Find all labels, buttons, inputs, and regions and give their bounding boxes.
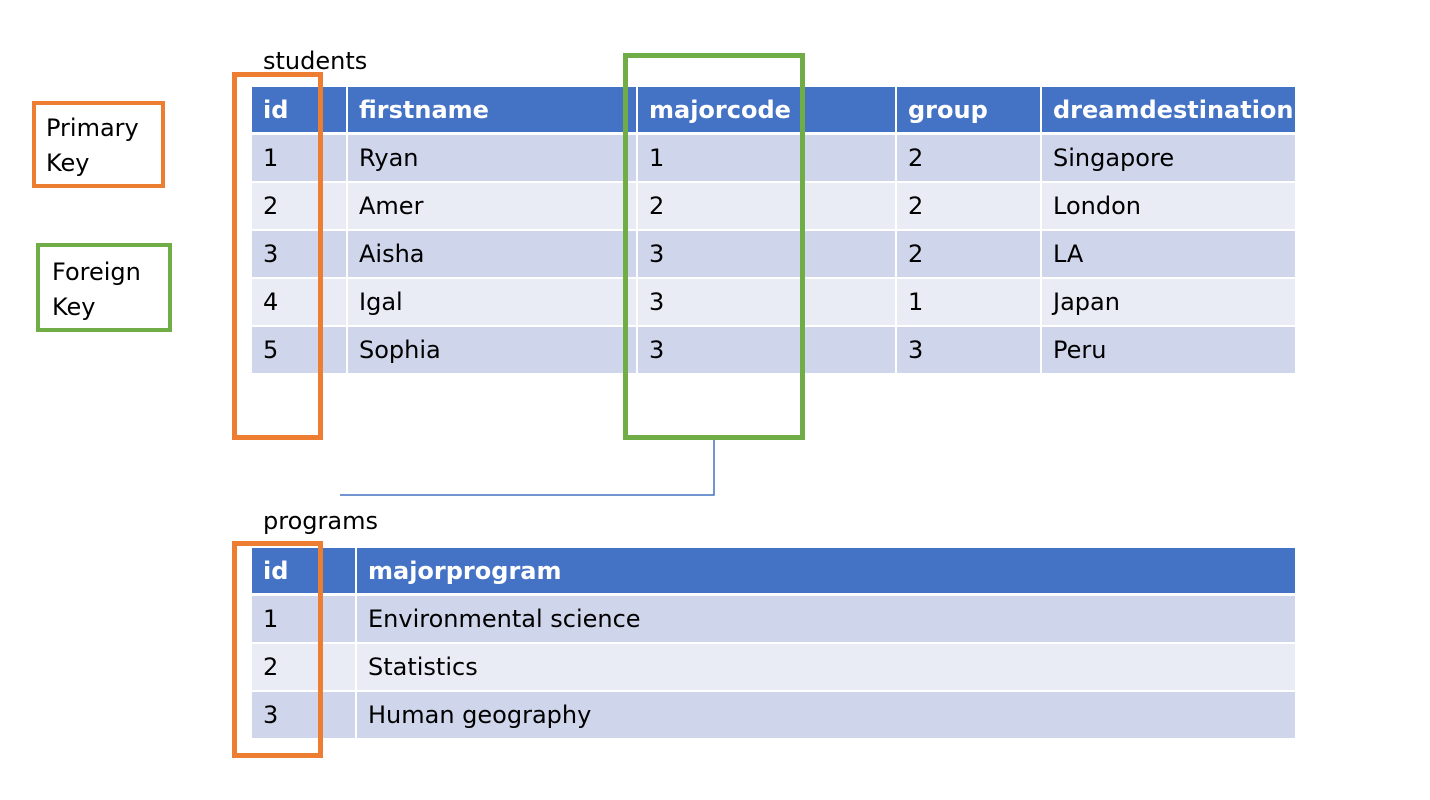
- table-cell: 3: [637, 326, 897, 375]
- table-cell: 1: [896, 278, 1042, 327]
- table-cell: 2: [637, 182, 897, 231]
- table-cell: 3: [252, 230, 348, 279]
- table-row: 2 Amer 2 2 London: [252, 182, 1295, 231]
- students-column-header: firstname: [347, 87, 638, 135]
- table-row: 5 Sophia 3 3 Peru: [252, 326, 1295, 375]
- students-table: id firstname majorcode group dreamdestin…: [252, 87, 1295, 375]
- primary-key-legend-line1: Primary: [46, 114, 139, 142]
- table-cell: LA: [1041, 230, 1295, 279]
- table-cell: 1: [637, 133, 897, 183]
- table-row: 1 Environmental science: [252, 594, 1295, 644]
- table-cell: Amer: [347, 182, 638, 231]
- table-cell: 2: [252, 643, 357, 692]
- table-cell: 3: [896, 326, 1042, 375]
- table-cell: 2: [896, 182, 1042, 231]
- table-row: 2 Statistics: [252, 643, 1295, 692]
- students-column-header: dreamdestination: [1041, 87, 1295, 135]
- table-row: 3 Aisha 3 2 LA: [252, 230, 1295, 279]
- programs-column-header: majorprogram: [356, 548, 1295, 596]
- programs-header-row: id majorprogram: [252, 548, 1295, 596]
- table-cell: 5: [252, 326, 348, 375]
- table-cell: Sophia: [347, 326, 638, 375]
- table-cell: London: [1041, 182, 1295, 231]
- foreign-key-legend: Foreign Key: [36, 243, 172, 332]
- primary-key-legend: Primary Key: [32, 101, 165, 188]
- table-cell: 3: [252, 691, 357, 740]
- foreign-key-legend-line1: Foreign: [52, 258, 141, 286]
- table-cell: Peru: [1041, 326, 1295, 375]
- table-cell: 4: [252, 278, 348, 327]
- table-cell: Japan: [1041, 278, 1295, 327]
- table-cell: 1: [252, 594, 357, 644]
- table-cell: Aisha: [347, 230, 638, 279]
- table-cell: 3: [637, 230, 897, 279]
- table-cell: Singapore: [1041, 133, 1295, 183]
- table-row: 3 Human geography: [252, 691, 1295, 740]
- table-cell: 2: [896, 230, 1042, 279]
- table-cell: Igal: [347, 278, 638, 327]
- table-row: 1 Ryan 1 2 Singapore: [252, 133, 1295, 183]
- students-column-header: id: [252, 87, 348, 135]
- students-column-header: majorcode: [637, 87, 897, 135]
- table-cell: 2: [252, 182, 348, 231]
- table-cell: Ryan: [347, 133, 638, 183]
- connector-line: [340, 437, 715, 496]
- table-cell: 3: [637, 278, 897, 327]
- table-cell: Human geography: [356, 691, 1295, 740]
- table-cell: Environmental science: [356, 594, 1295, 644]
- table-cell: 1: [252, 133, 348, 183]
- students-column-header: group: [896, 87, 1042, 135]
- programs-column-header: id: [252, 548, 357, 596]
- table-cell: Statistics: [356, 643, 1295, 692]
- programs-table: id majorprogram 1 Environmental science …: [252, 548, 1295, 740]
- primary-key-legend-line2: Key: [46, 149, 90, 177]
- table-row: 4 Igal 3 1 Japan: [252, 278, 1295, 327]
- table-cell: 2: [896, 133, 1042, 183]
- students-table-title: students: [263, 47, 368, 75]
- programs-table-title: programs: [263, 507, 378, 535]
- students-header-row: id firstname majorcode group dreamdestin…: [252, 87, 1295, 135]
- foreign-key-legend-line2: Key: [52, 293, 96, 321]
